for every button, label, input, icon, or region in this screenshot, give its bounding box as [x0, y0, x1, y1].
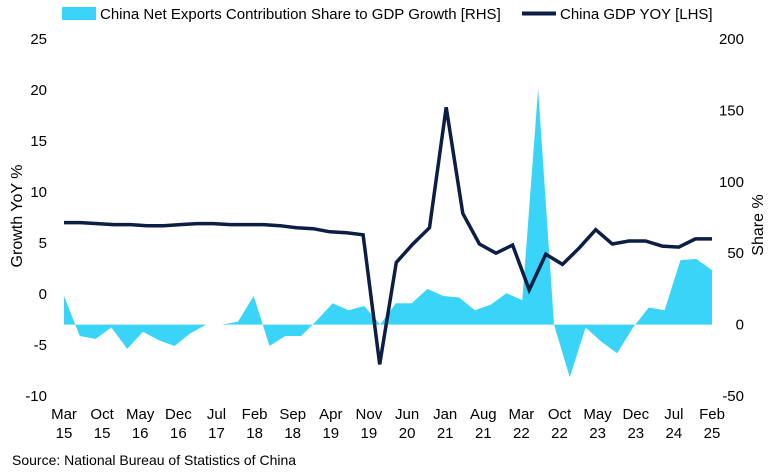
x-tick-label-year: 22 — [551, 425, 568, 442]
right-tick-label: -50 — [722, 388, 744, 405]
x-tick-label-month: Mar — [51, 406, 77, 423]
x-tick-label-month: Jul — [664, 406, 683, 423]
source-note: Source: National Bureau of Statistics of… — [12, 452, 297, 468]
x-tick-label-month: May — [583, 406, 612, 423]
gdp-yoy-line — [64, 107, 712, 365]
x-tick-label-month: Apr — [319, 406, 342, 423]
x-tick-label-month: Sep — [279, 406, 306, 423]
left-tick-label: -5 — [34, 337, 47, 354]
x-tick-label-year: 19 — [361, 425, 378, 442]
x-tick-label-month: Dec — [165, 406, 192, 423]
legend-label-net-exports: China Net Exports Contribution Share to … — [100, 6, 501, 23]
x-tick-label-year: 18 — [246, 425, 263, 442]
right-tick-label: 100 — [719, 174, 744, 191]
right-tick-label: 150 — [719, 102, 744, 119]
x-tick-label-year: 20 — [399, 425, 416, 442]
x-tick-label-year: 15 — [56, 425, 73, 442]
left-axis-title: Growth YoY % — [9, 165, 26, 268]
right-axis-ticks: 200 150 100 50 0 -50 — [719, 31, 744, 405]
x-tick-label-year: 16 — [132, 425, 149, 442]
left-tick-label: 15 — [30, 133, 47, 150]
x-tick-label-year: 18 — [284, 425, 301, 442]
left-tick-label: 0 — [39, 286, 47, 303]
x-tick-label-year: 23 — [627, 425, 644, 442]
right-tick-label: 0 — [736, 317, 744, 334]
x-tick-label-month: May — [126, 406, 155, 423]
x-tick-label-month: Mar — [508, 406, 534, 423]
x-tick-label-month: Jan — [433, 406, 457, 423]
x-tick-label-year: 23 — [589, 425, 606, 442]
left-tick-label: -10 — [25, 388, 47, 405]
x-tick-label-month: Aug — [470, 406, 497, 423]
left-tick-label: 10 — [30, 184, 47, 201]
legend-label-gdp-yoy: China GDP YOY [LHS] — [560, 6, 713, 23]
legend-swatch-net-exports — [62, 7, 96, 20]
left-axis-ticks: 25 20 15 10 5 0 -5 -10 — [25, 31, 47, 405]
net-exports-area — [64, 89, 712, 378]
x-tick-label-year: 21 — [475, 425, 492, 442]
x-tick-label-month: Jun — [395, 406, 419, 423]
x-tick-label-month: Jul — [207, 406, 226, 423]
x-tick-label-month: Feb — [242, 406, 268, 423]
x-tick-label-year: 21 — [437, 425, 454, 442]
left-tick-label: 20 — [30, 82, 47, 99]
right-tick-label: 50 — [727, 245, 744, 262]
right-tick-label: 200 — [719, 31, 744, 48]
left-tick-label: 25 — [30, 31, 47, 48]
left-tick-label: 5 — [39, 235, 47, 252]
x-tick-label-year: 24 — [666, 425, 683, 442]
x-tick-label-month: Dec — [622, 406, 649, 423]
x-tick-label-year: 15 — [94, 425, 111, 442]
x-tick-label-month: Oct — [548, 406, 572, 423]
x-tick-label-year: 19 — [322, 425, 339, 442]
right-axis-title: Share % — [750, 194, 767, 255]
x-tick-label-year: 17 — [208, 425, 225, 442]
plot-area — [64, 89, 712, 378]
x-tick-label-year: 16 — [170, 425, 187, 442]
x-tick-label-year: 25 — [704, 425, 721, 442]
x-tick-label-year: 22 — [513, 425, 530, 442]
x-tick-label-month: Nov — [356, 406, 383, 423]
legend: China Net Exports Contribution Share to … — [62, 6, 713, 23]
x-axis-ticks: Mar 15 Oct 15 May 16 Dec 16 Jul 17 Feb 18 Sep 18 Apr 19… — [51, 406, 725, 442]
x-tick-label-month: Feb — [699, 406, 725, 423]
x-tick-label-month: Oct — [90, 406, 114, 423]
